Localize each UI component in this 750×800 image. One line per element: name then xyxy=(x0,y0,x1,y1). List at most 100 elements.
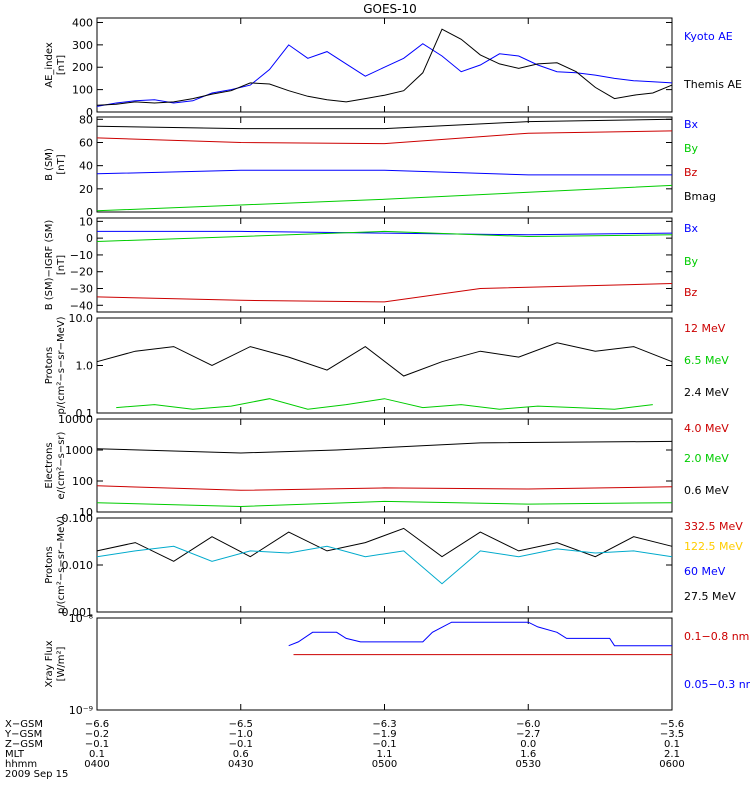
x-row-value: 0600 xyxy=(659,759,684,770)
series-line xyxy=(96,440,673,454)
x-axis-table: X−GSM −6.6 −6.5 −6.3 −6.0 −5.6 Y−GSM −0.2 −1.0 −1… xyxy=(4,719,685,780)
x-row-label: Z−GSM xyxy=(5,739,43,750)
series-line xyxy=(96,230,673,242)
x-row-label: X−GSM xyxy=(5,719,43,730)
y-tick-label: 60 xyxy=(79,136,93,149)
y-axis-label: p/(cm²−s−sr−MeV) xyxy=(56,516,67,614)
x-row-value: −0.2 xyxy=(85,729,109,740)
y-tick-label: −10 xyxy=(70,249,93,262)
legend-entry: 4.0 MeV xyxy=(684,422,729,435)
legend-entry: 122.5 MeV xyxy=(684,540,743,553)
panel-frame xyxy=(96,517,673,613)
x-row-value: 0.1 xyxy=(664,739,680,750)
series-line xyxy=(96,43,673,107)
x-row-value: 1.1 xyxy=(377,749,393,760)
y-tick-label: 300 xyxy=(72,39,93,52)
y-tick-label: 40 xyxy=(79,160,93,173)
panel-ae: 0 100 200 300 400 AE_index [nT] Kyoto AE Themis … xyxy=(44,16,742,119)
legend-entry: Bz xyxy=(684,166,698,179)
legend-entry: 6.5 MeV xyxy=(684,354,729,367)
y-axis-label: [nT] xyxy=(56,55,67,75)
panel-bdiff: −40 −30 −20 −10 0 10 B (SM)−IGRF (SM) [nT] Bx By B… xyxy=(44,215,699,313)
series-line xyxy=(116,398,653,410)
panel-frame xyxy=(96,617,673,711)
y-axis-label: p/(cm²−s−sr−MeV) xyxy=(56,316,67,414)
x-row-value: 0400 xyxy=(84,759,109,770)
x-row-value: −6.0 xyxy=(516,719,540,730)
y-axis-label: [W/m²] xyxy=(56,646,67,681)
x-row-value: −3.5 xyxy=(660,729,684,740)
y-tick-label: 0.010 xyxy=(62,559,94,572)
date-label: 2009 Sep 15 xyxy=(5,769,68,780)
y-tick-label: 10.0 xyxy=(69,312,94,325)
series-line xyxy=(96,118,673,130)
series-line xyxy=(97,230,673,236)
x-row-value: 0.0 xyxy=(520,739,536,750)
panel-frame xyxy=(96,17,673,113)
panel-xray: 10⁻⁹ 10⁻⁸ Xray Flux [W/m²] 0.1−0.8 nm 0.05−0.… xyxy=(44,612,750,717)
y-axis-label: B (SM) xyxy=(44,148,55,181)
x-row-value: 0530 xyxy=(516,759,541,770)
y-axis-label: [nT] xyxy=(56,154,67,174)
x-row-value: −6.3 xyxy=(372,719,396,730)
series-line xyxy=(96,184,673,212)
legend-entry: By xyxy=(684,142,699,155)
series-line xyxy=(96,485,673,491)
series-line xyxy=(96,283,673,303)
y-tick-label: 0 xyxy=(86,232,93,245)
y-axis-label: B (SM)−IGRF (SM) xyxy=(44,220,55,311)
y-axis-label: AE_index xyxy=(44,42,55,88)
x-row-value: −6.5 xyxy=(229,719,253,730)
x-row-value: 0500 xyxy=(372,759,397,770)
legend-entry: Bx xyxy=(684,222,699,235)
x-row-value: 0.6 xyxy=(233,749,249,760)
x-row-value: −0.1 xyxy=(85,739,109,750)
y-tick-label: 10 xyxy=(79,506,93,519)
series-line xyxy=(96,169,672,176)
x-row-value: −0.1 xyxy=(372,739,396,750)
y-tick-label: 100 xyxy=(72,475,93,488)
y-tick-label: 200 xyxy=(72,61,93,74)
x-row-value: 1.6 xyxy=(520,749,536,760)
y-axis-label: Electrons xyxy=(44,442,55,488)
x-row-label: MLT xyxy=(5,749,25,760)
x-row-value: −1.0 xyxy=(229,729,253,740)
x-row-value: 2.1 xyxy=(664,749,680,760)
legend-entry: By xyxy=(684,255,699,268)
y-tick-label: 10 xyxy=(79,215,93,228)
y-tick-label: 100 xyxy=(72,84,93,97)
panel-bsm: 0 20 40 60 80 B (SM) [nT] Bx By Bz Bmag xyxy=(44,113,716,219)
panel-protons1: 0.1 1.0 10.0 Protons p/(cm²−s−sr−MeV) 12 MeV 6… xyxy=(44,312,729,420)
x-row-value: 0.1 xyxy=(89,749,105,760)
series-line xyxy=(96,342,673,377)
legend-entry: 12 MeV xyxy=(684,322,726,335)
legend-entry: Kyoto AE xyxy=(684,30,733,43)
legend-entry: 0.6 MeV xyxy=(684,484,729,497)
legend-entry: 332.5 MeV xyxy=(684,520,743,533)
y-tick-label: 10000 xyxy=(58,413,93,426)
y-tick-label: 20 xyxy=(79,183,93,196)
panel-frame xyxy=(96,418,673,513)
y-tick-label: 0 xyxy=(86,206,93,219)
y-tick-label: 0 xyxy=(86,106,93,119)
x-row-value: −1.9 xyxy=(372,729,396,740)
y-tick-label: 0.1 xyxy=(76,407,94,420)
y-tick-label: 10⁻⁸ xyxy=(69,612,94,625)
y-tick-label: −40 xyxy=(70,299,93,312)
legend-entry: 0.1−0.8 nm xyxy=(684,630,749,643)
series-line xyxy=(96,545,673,585)
panel-electrons: 10 100 1000 10000 Electrons e/(cm²−s−sr) 4.0 M… xyxy=(44,413,729,519)
legend-entry: Bx xyxy=(684,118,699,131)
legend-entry: 27.5 MeV xyxy=(684,590,736,603)
x-row-label: Y−GSM xyxy=(4,729,42,740)
legend-entry: Bmag xyxy=(684,190,716,203)
y-tick-label: −20 xyxy=(70,266,93,279)
series-line xyxy=(288,621,672,647)
y-tick-label: −30 xyxy=(70,283,93,296)
x-row-value: −2.7 xyxy=(516,729,540,740)
chart-title: GOES-10 xyxy=(363,2,417,16)
y-tick-label: 1.0 xyxy=(76,360,94,373)
panel-frame xyxy=(96,217,673,313)
